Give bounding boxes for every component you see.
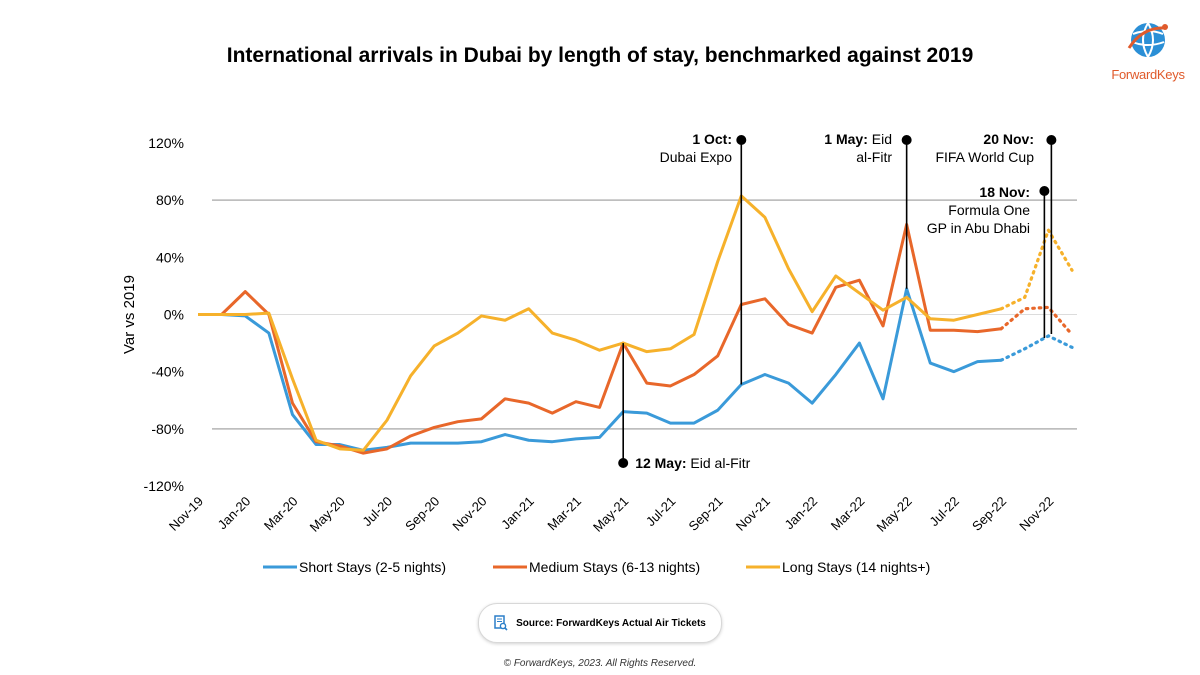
annotation-eid-2021-dot — [618, 458, 629, 468]
annotation-f1-sublabel-2: GP in Abu Dhabi — [927, 220, 1030, 236]
y-tick-label: -120% — [144, 478, 184, 494]
chart-title: International arrivals in Dubai by lengt… — [226, 44, 974, 67]
series-forecast-3 — [999, 226, 1074, 311]
annotation-f1-dot — [1039, 186, 1050, 196]
source-box: Source: ForwardKeys Actual Air Tickets — [478, 603, 722, 643]
x-tick-label: Mar-20 — [261, 494, 301, 534]
x-tick-label: Mar-22 — [828, 494, 868, 534]
annotation-eid-2022-sublabel: al-Fitr — [856, 149, 892, 165]
y-tick-label: 40% — [156, 249, 184, 265]
annotation-worldcup-label: 20 Nov: — [983, 131, 1034, 147]
series-line-1 — [198, 287, 1002, 452]
logo-text: ForwardKeys — [1111, 67, 1185, 82]
x-tick-label: Jul-22 — [926, 494, 962, 530]
series-line-2 — [198, 222, 1002, 455]
x-tick-label: May-22 — [874, 494, 915, 535]
x-tick-label: Sep-20 — [402, 494, 442, 534]
x-tick-label: May-21 — [590, 494, 631, 535]
annotation-expo-label: 1 Oct: — [692, 131, 732, 147]
annotation-worldcup-sublabel: FIFA World Cup — [935, 149, 1034, 165]
copyright: © ForwardKeys, 2023. All Rights Reserved… — [503, 658, 697, 669]
source-label: Source: ForwardKeys Actual Air Tickets — [516, 617, 706, 629]
x-tick-label: Jan-22 — [782, 494, 821, 533]
legend-label-2: Medium Stays (6-13 nights) — [529, 559, 700, 575]
x-tick-label: Jan-21 — [498, 494, 537, 533]
y-tick-label: 80% — [156, 192, 184, 208]
y-tick-label: -40% — [151, 364, 184, 380]
x-tick-label: Sep-21 — [686, 494, 726, 534]
document-search-icon — [494, 615, 508, 631]
annotation-f1-label: 18 Nov: — [979, 184, 1030, 200]
legend-label-1: Short Stays (2-5 nights) — [299, 559, 446, 575]
x-tick-label: Jul-20 — [359, 494, 395, 530]
annotation-worldcup-dot — [1046, 135, 1057, 145]
y-axis-label: Var vs 2019 — [121, 275, 138, 354]
series-line-3 — [198, 194, 1002, 452]
x-tick-label: May-20 — [307, 494, 348, 535]
annotation-eid-2021-label: 12 May: Eid al-Fitr — [635, 455, 750, 471]
x-tick-label: Mar-21 — [544, 494, 584, 534]
y-tick-label: 0% — [164, 307, 184, 323]
x-tick-label: Sep-22 — [969, 494, 1009, 534]
x-tick-label: Nov-20 — [449, 494, 489, 534]
series-forecast-1 — [999, 334, 1074, 362]
globe-icon — [1127, 22, 1168, 58]
x-tick-label: Nov-19 — [166, 494, 206, 534]
legend-label-3: Long Stays (14 nights+) — [782, 559, 930, 575]
y-tick-label: -80% — [151, 421, 184, 437]
line-chart: -120% -80% -40% 0% 40% 80% 120% Var vs 2019 Nov-… — [121, 131, 1077, 575]
annotation-expo-sublabel: Dubai Expo — [660, 149, 733, 165]
annotation-expo-dot — [736, 135, 747, 145]
x-tick-label: Nov-22 — [1016, 494, 1056, 534]
annotation-eid-2022-label: 1 May: Eid — [824, 131, 892, 147]
annotation-eid-2022-dot — [901, 135, 912, 145]
y-tick-label: 120% — [148, 135, 184, 151]
logo: ForwardKeys — [1108, 18, 1188, 82]
series-forecast-2 — [999, 305, 1074, 337]
annotation-f1-sublabel-1: Formula One — [948, 202, 1030, 218]
x-tick-label: Nov-21 — [733, 494, 773, 534]
x-tick-label: Jul-21 — [643, 494, 679, 530]
x-tick-label: Jan-20 — [215, 494, 254, 533]
